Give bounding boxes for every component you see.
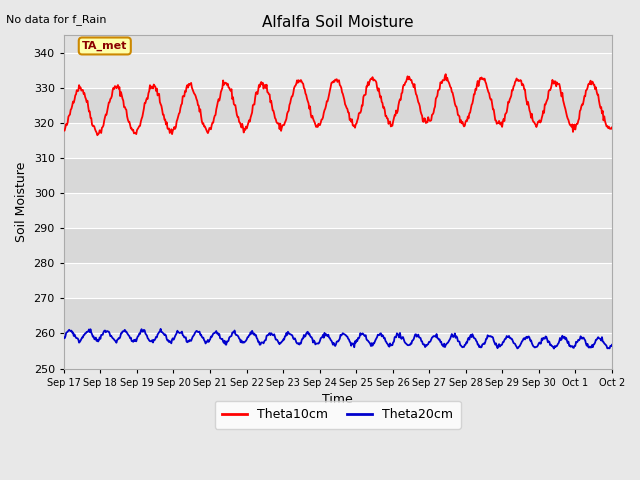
Bar — [64, 53, 612, 88]
Bar — [64, 193, 612, 228]
Bar — [64, 299, 612, 334]
Bar — [64, 228, 612, 264]
Bar — [64, 88, 612, 123]
Bar — [64, 123, 612, 158]
Bar — [64, 264, 612, 299]
Bar — [64, 158, 612, 193]
Title: Alfalfa Soil Moisture: Alfalfa Soil Moisture — [262, 15, 413, 30]
Legend: Theta10cm, Theta20cm: Theta10cm, Theta20cm — [215, 401, 461, 429]
Y-axis label: Soil Moisture: Soil Moisture — [15, 162, 28, 242]
Text: TA_met: TA_met — [82, 41, 127, 51]
Bar — [64, 334, 612, 369]
X-axis label: Time: Time — [323, 393, 353, 406]
Text: No data for f_Rain: No data for f_Rain — [6, 14, 107, 25]
